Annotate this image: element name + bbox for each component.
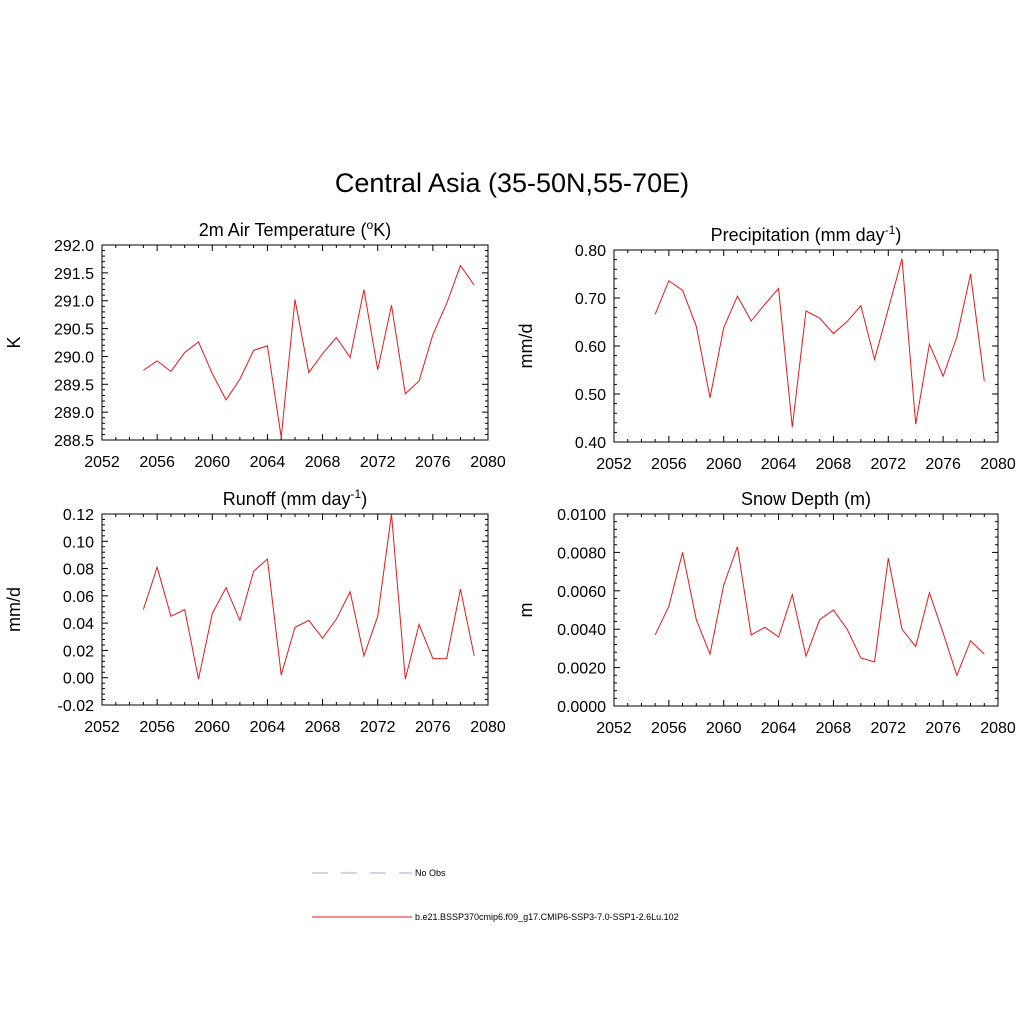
panel-title-main: Precipitation (mm day bbox=[711, 225, 885, 245]
y-tick-label: 0.60 bbox=[575, 339, 606, 356]
x-tick-label: 2080 bbox=[470, 454, 506, 471]
x-tick-label: 2052 bbox=[596, 456, 632, 473]
y-tick-label: 0.06 bbox=[63, 589, 94, 606]
y-tick-label: 0.80 bbox=[575, 243, 606, 260]
panel-title-tail: ) bbox=[895, 225, 901, 245]
plot-frame bbox=[613, 249, 999, 443]
x-tick-label: 2068 bbox=[816, 456, 852, 473]
panel-title-tail: ) bbox=[361, 489, 367, 509]
panel-3: Runoff (mm day-1) 2052 2056 2060 2064 2068 207… bbox=[4, 487, 506, 736]
x-tick-label: 2072 bbox=[360, 454, 396, 471]
panel-title-superscript: -1 bbox=[351, 487, 362, 501]
x-tick-label: 2080 bbox=[980, 720, 1016, 737]
x-tick-label: 2072 bbox=[870, 456, 906, 473]
x-tick-label: 2056 bbox=[651, 720, 687, 737]
y-tick-label: 0.0060 bbox=[557, 584, 606, 601]
y-tick-label: 0.0100 bbox=[557, 507, 606, 524]
panel-title: Runoff (mm day-1) bbox=[223, 487, 367, 509]
panel-title: Precipitation (mm day-1) bbox=[711, 223, 902, 245]
y-tick-label: 0.0000 bbox=[557, 699, 606, 716]
y-tick-label: 0.08 bbox=[63, 562, 94, 579]
panel-title: Snow Depth (m) bbox=[741, 489, 871, 509]
y-tick-label: 0.00 bbox=[63, 671, 94, 688]
x-tick-label: 2052 bbox=[596, 720, 632, 737]
x-tick-label: 2068 bbox=[305, 454, 341, 471]
y-tick-label: 292.0 bbox=[54, 238, 94, 255]
y-tick-label: 291.0 bbox=[54, 294, 94, 311]
y-axis-label: m bbox=[516, 603, 536, 618]
x-tick-label: 2056 bbox=[651, 456, 687, 473]
y-axis-label: mm/d bbox=[516, 324, 536, 369]
panel-title-main: Runoff (mm day bbox=[223, 489, 351, 509]
x-tick-label: 2076 bbox=[925, 456, 961, 473]
y-tick-label: 0.10 bbox=[63, 534, 94, 551]
x-tick-label: 2052 bbox=[84, 719, 120, 736]
y-tick-label: 0.0080 bbox=[557, 545, 606, 562]
y-tick-label: 0.02 bbox=[63, 643, 94, 660]
plot-frame bbox=[613, 513, 999, 707]
y-tick-label: 291.5 bbox=[54, 266, 94, 283]
panel-title-main: 2m Air Temperature ( bbox=[199, 220, 367, 240]
x-tick-label: 2060 bbox=[194, 454, 230, 471]
panel-title-superscript: o bbox=[367, 218, 374, 232]
x-tick-label: 2072 bbox=[870, 720, 906, 737]
x-tick-label: 2064 bbox=[761, 456, 797, 473]
series-line bbox=[143, 264, 475, 438]
plot-frame bbox=[101, 513, 489, 706]
y-tick-label: 0.70 bbox=[575, 291, 606, 308]
x-tick-label: 2080 bbox=[470, 719, 506, 736]
x-tick-label: 2056 bbox=[139, 454, 175, 471]
legend-label-2: b.e21.BSSP370cmip6.f09_g17.CMIP6-SSP3-7.… bbox=[415, 912, 679, 922]
x-tick-label: 2068 bbox=[305, 719, 341, 736]
y-tick-label: 290.5 bbox=[54, 322, 94, 339]
x-tick-label: 2064 bbox=[250, 454, 286, 471]
legend-label-1: No Obs bbox=[415, 868, 446, 878]
panel-4: Snow Depth (m) 2052 2056 2060 2064 2068 2072 20… bbox=[516, 489, 1016, 737]
y-tick-label: 0.04 bbox=[63, 616, 94, 633]
x-tick-label: 2080 bbox=[980, 456, 1016, 473]
series-line bbox=[654, 546, 985, 677]
panel-title: 2m Air Temperature (oK) bbox=[199, 218, 391, 240]
x-tick-label: 2064 bbox=[250, 719, 286, 736]
panel-2: Precipitation (mm day-1) 2052 2056 2060 2064… bbox=[516, 223, 1016, 473]
y-tick-label: 288.5 bbox=[54, 433, 94, 450]
x-tick-label: 2060 bbox=[194, 719, 230, 736]
y-axis-label: K bbox=[4, 336, 24, 348]
x-tick-label: 2056 bbox=[139, 719, 175, 736]
y-tick-label: 0.0040 bbox=[557, 622, 606, 639]
y-axis-label: mm/d bbox=[4, 587, 24, 632]
x-tick-label: 2068 bbox=[816, 720, 852, 737]
x-tick-label: 2064 bbox=[761, 720, 797, 737]
y-tick-label: 290.0 bbox=[54, 349, 94, 366]
panel-1: 2m Air Temperature (oK) 2052 2056 2060 2064 2… bbox=[4, 218, 506, 471]
series-line bbox=[654, 258, 985, 428]
legend: No Obs b.e21.BSSP370cmip6.f09_g17.CMIP6-S… bbox=[312, 868, 679, 922]
x-tick-label: 2072 bbox=[360, 719, 396, 736]
series-line bbox=[142, 513, 475, 680]
x-tick-label: 2060 bbox=[706, 720, 742, 737]
panel-title-superscript: -1 bbox=[885, 223, 896, 237]
x-tick-label: 2060 bbox=[706, 456, 742, 473]
figure-title: Central Asia (35-50N,55-70E) bbox=[334, 168, 690, 198]
y-tick-label: 0.40 bbox=[575, 435, 606, 452]
panel-title-main: Snow Depth (m) bbox=[741, 489, 871, 509]
panel-title-tail: K) bbox=[373, 220, 391, 240]
y-tick-label: 0.50 bbox=[575, 387, 606, 404]
y-tick-label: -0.02 bbox=[58, 698, 95, 715]
x-tick-label: 2076 bbox=[415, 454, 451, 471]
y-tick-label: 289.0 bbox=[54, 405, 94, 422]
y-tick-label: 0.12 bbox=[63, 507, 94, 524]
x-tick-label: 2052 bbox=[84, 454, 120, 471]
y-tick-label: 0.0020 bbox=[557, 661, 606, 678]
y-tick-label: 289.5 bbox=[54, 377, 94, 394]
x-tick-label: 2076 bbox=[415, 719, 451, 736]
x-tick-label: 2076 bbox=[925, 720, 961, 737]
